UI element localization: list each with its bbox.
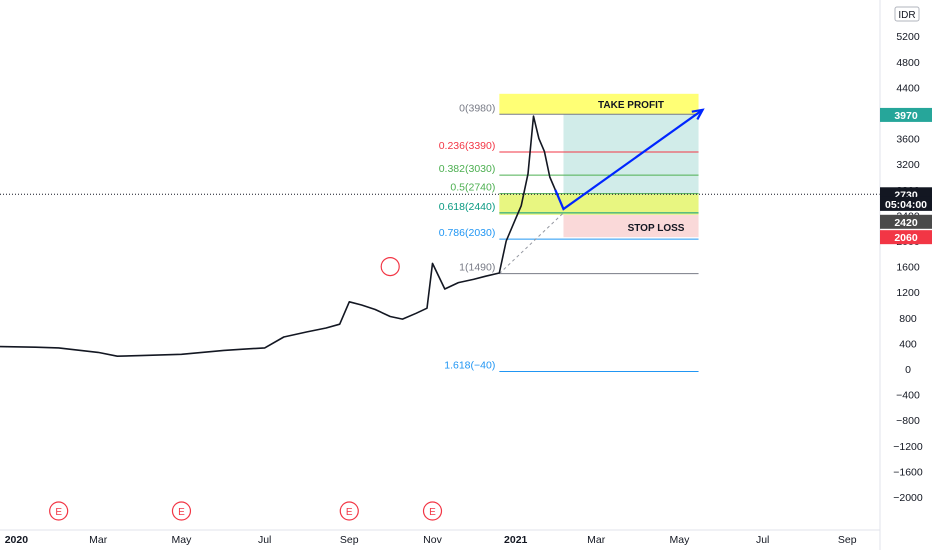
price-2-badge: 2420 (880, 214, 932, 229)
price-tick-14: 0 (905, 364, 911, 376)
time-tick-1: Mar (89, 534, 108, 546)
price-tick-3: 4400 (896, 82, 920, 94)
fib-level-label-5: 0.786(2030) (439, 227, 496, 239)
earnings-marker-0 (49, 501, 69, 521)
time-tick-5: Nov (423, 534, 442, 546)
price-tick-12: 800 (899, 313, 917, 325)
price-3-badge-text: 2060 (894, 232, 918, 244)
price-2-badge-bg (880, 214, 932, 229)
price-0-badge: 3970 (880, 107, 932, 122)
price-tick-13: 400 (899, 338, 917, 350)
projection-arrow-head (691, 108, 705, 120)
time-axis[interactable]: 2020 Mar May Jul Sep Nov 2021 Mar May Jul Sep (0, 529, 880, 546)
currency-button[interactable]: IDR (894, 6, 920, 22)
entry-zone (499, 194, 699, 215)
price-tick-1: 5200 (896, 31, 920, 43)
price-0-badge-text: 3970 (894, 110, 918, 122)
time-tick-9: Jul (756, 534, 769, 546)
earnings-marker-label-2: E (346, 507, 353, 518)
earnings-marker-label-3: E (429, 507, 436, 518)
projection-arrow-line (554, 108, 704, 211)
time-tick-8: May (670, 534, 691, 546)
fib-level-label-0: 0(3980) (459, 102, 495, 114)
time-tick-3: Jul (258, 534, 271, 546)
price-line (0, 115, 565, 358)
price-tick-19: −2000 (893, 492, 923, 504)
countdown-badge-bg (880, 196, 932, 211)
price-tick-17: −1200 (893, 441, 923, 453)
loss-zone (563, 214, 699, 238)
time-tick-4: Sep (340, 534, 359, 546)
price-tick-16: −800 (896, 415, 920, 427)
price-tick-2: 4800 (896, 57, 920, 69)
fibonacci-retracement[interactable]: 0(3980) 0.236(3390) 0.382(3030) 0.5(2740) 0.… (439, 102, 699, 373)
countdown-badge-text: 05:04:00 (885, 199, 927, 211)
price-axis[interactable]: 5600520048004400400036003200280024002000… (879, 0, 923, 550)
price-tick-18: −1600 (893, 466, 923, 478)
earnings-marker-3 (422, 501, 443, 521)
price-tick-5: 3600 (896, 134, 920, 146)
fib-trend-line (499, 212, 564, 275)
time-tick-0: 2020 (5, 534, 29, 546)
price-0-badge-bg (880, 107, 932, 122)
fib-level-label-7: 1.618(−40) (444, 360, 495, 372)
fib-level-label-6: 1(1490) (459, 262, 495, 274)
earnings-marker-2 (339, 501, 359, 521)
time-tick-10: Sep (838, 534, 857, 546)
fib-level-label-3: 0.5(2740) (450, 182, 495, 194)
annotation-circle (380, 257, 400, 277)
time-tick-2: May (172, 534, 193, 546)
time-tick-7: Mar (587, 534, 606, 546)
price-3-badge-bg (880, 230, 932, 245)
price-3-badge: 2060 (880, 230, 932, 245)
fib-level-label-2: 0.382(3030) (439, 163, 496, 175)
price-series-layer (0, 115, 565, 358)
price-tick-11: 1200 (896, 287, 920, 299)
currency-box (894, 6, 920, 22)
countdown-badge: 05:04:00 (880, 196, 932, 211)
take-profit-label: TAKE PROFIT (598, 100, 664, 111)
fib-level-label-1: 0.236(3390) (439, 140, 496, 152)
earnings-marker-1 (171, 501, 192, 521)
earnings-marker-label-1: E (178, 507, 185, 518)
currency-label: IDR (898, 10, 915, 21)
price-tick-15: −400 (896, 390, 920, 402)
fib-level-label-4: 0.618(2440) (439, 201, 496, 213)
price-tick-6: 3200 (896, 159, 920, 171)
earnings-marker-label-0: E (55, 507, 62, 518)
stop-loss-label: STOP LOSS (628, 223, 685, 234)
take-profit-box (499, 93, 699, 115)
time-tick-6: 2021 (504, 534, 528, 546)
price-tick-10: 1600 (896, 262, 920, 274)
price-2-badge-text: 2420 (894, 217, 918, 229)
